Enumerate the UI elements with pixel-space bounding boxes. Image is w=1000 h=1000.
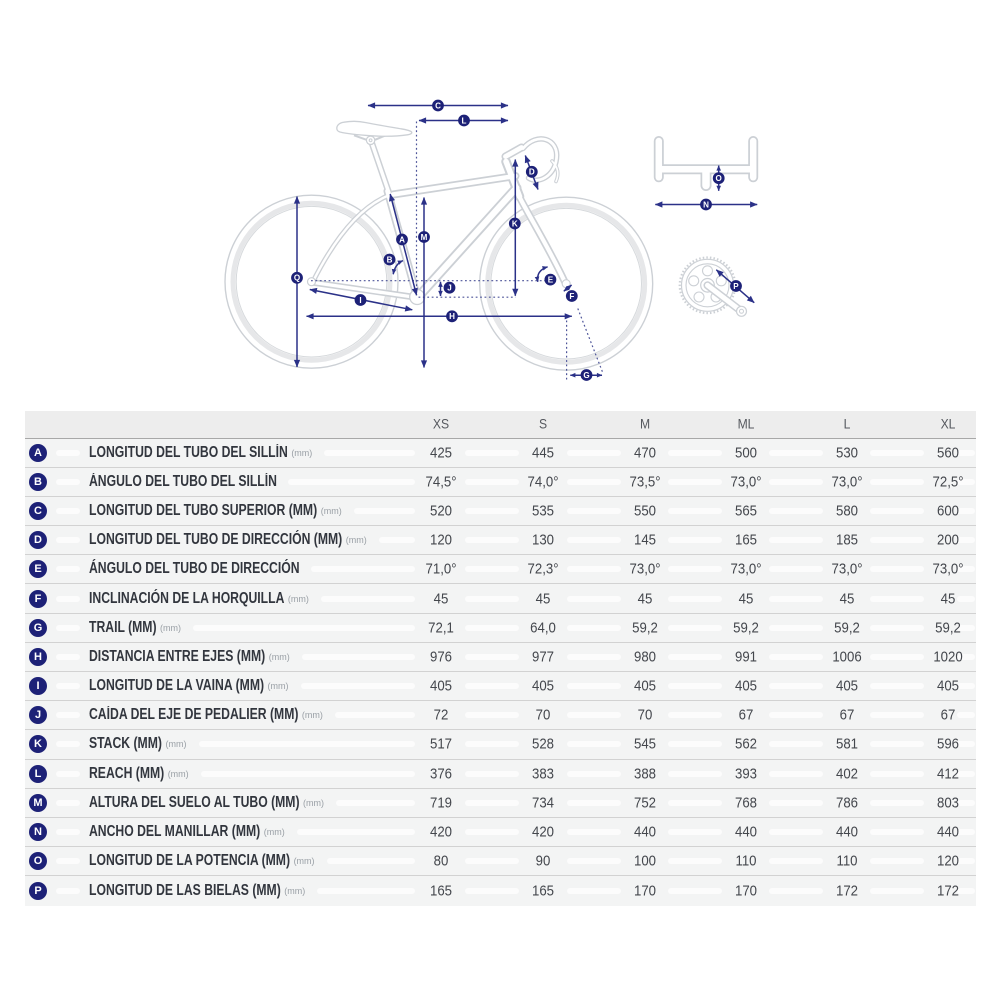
svg-text:N: N: [703, 200, 709, 209]
svg-text:M: M: [421, 233, 428, 242]
svg-text:E: E: [548, 276, 554, 285]
svg-text:Q: Q: [294, 274, 300, 283]
svg-text:F: F: [569, 292, 574, 301]
svg-text:P: P: [733, 282, 739, 291]
svg-text:B: B: [387, 255, 393, 264]
svg-text:C: C: [435, 101, 441, 110]
svg-text:O: O: [716, 174, 722, 183]
svg-text:I: I: [359, 296, 361, 305]
svg-text:H: H: [449, 312, 455, 321]
svg-text:D: D: [529, 168, 535, 177]
svg-text:K: K: [512, 219, 518, 228]
svg-text:G: G: [583, 371, 589, 380]
svg-text:J: J: [447, 284, 452, 293]
svg-text:A: A: [399, 235, 405, 244]
svg-text:L: L: [462, 116, 467, 125]
